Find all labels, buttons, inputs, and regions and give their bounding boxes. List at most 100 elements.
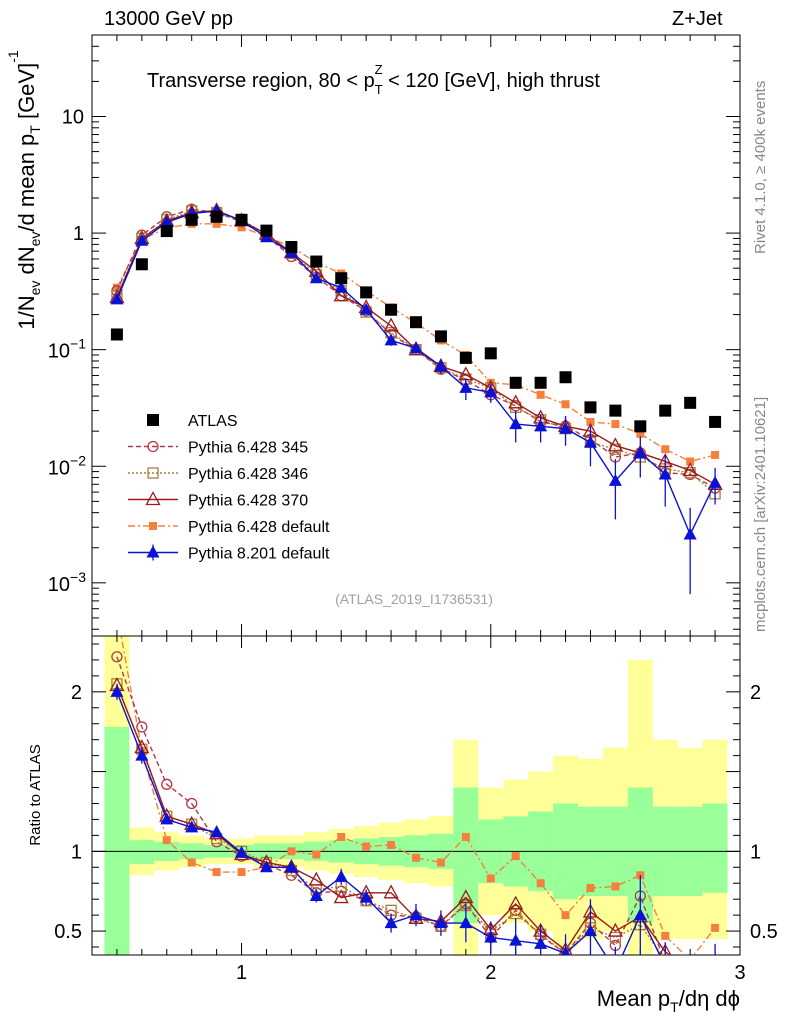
legend-label-p8: Pythia 8.201 default — [188, 546, 330, 563]
point-p8 — [658, 467, 672, 480]
point-p8 — [384, 333, 398, 346]
ratio-point-pdef6 — [561, 911, 570, 920]
ratio-y-tick-label-right: 1 — [750, 841, 761, 863]
ratio-point-pdef6 — [611, 882, 620, 891]
legend-marker-atlas — [147, 414, 159, 426]
ratio-point-p370 — [383, 884, 399, 899]
point-atlas — [684, 396, 697, 409]
series-atlas — [110, 210, 722, 433]
ratio-point-p8 — [110, 684, 124, 697]
legend-marker-p370 — [145, 491, 161, 506]
point-p8 — [434, 359, 448, 372]
point-pdef6 — [561, 400, 570, 409]
collision-label: 13000 GeV pp — [104, 8, 233, 30]
legend-marker-p346 — [147, 467, 159, 479]
mcplots-label: mcplots.cern.ch [arXiv:2401.10621] — [752, 396, 769, 632]
ratio-point-p8 — [210, 825, 224, 838]
main-series-group — [109, 202, 723, 595]
ratio-point-p346 — [685, 966, 695, 976]
ratio-point-pdef6 — [661, 931, 670, 940]
main-y-axis-label: 1/Nev dNev/d mean pT [GeV]-1 — [5, 50, 43, 330]
point-atlas — [335, 272, 348, 285]
ratio-point-p345 — [685, 966, 695, 976]
point-atlas — [709, 415, 722, 428]
ratio-point-p345 — [710, 963, 720, 973]
process-label: Z+Jet — [672, 8, 723, 30]
point-pdef6 — [636, 429, 645, 438]
ratio-point-p8 — [434, 916, 448, 929]
main-title: Transverse region, 80 < pTZ < 120 [GeV],… — [147, 62, 600, 97]
legend-marker-p345 — [147, 440, 159, 453]
point-pdef6 — [112, 283, 121, 292]
point-pdef6 — [661, 445, 670, 454]
ratio-point-p8 — [560, 946, 571, 955]
ratio-point-p345 — [660, 958, 670, 968]
point-p8 — [110, 292, 124, 305]
point-p370 — [607, 437, 623, 452]
x-axis-label: Mean pT/dη dϕ — [597, 986, 740, 1015]
ratio-point-p8 — [509, 933, 523, 946]
ratio-point-p8 — [409, 908, 423, 921]
ratio-y-tick-label: 1 — [71, 841, 82, 863]
point-atlas — [634, 420, 647, 433]
point-atlas — [659, 404, 672, 417]
point-atlas — [434, 330, 447, 343]
ratio-point-p8 — [185, 820, 199, 833]
ratio-point-p370 — [709, 958, 722, 970]
ratio-point-p8 — [534, 936, 548, 949]
ratio-point-p8 — [633, 908, 647, 921]
ratio-point-p345 — [161, 778, 173, 790]
legend-label-pdef6: Pythia 6.428 default — [188, 519, 330, 536]
ratio-point-p8 — [384, 916, 398, 929]
point-atlas — [410, 316, 422, 329]
ratio-point-p8 — [359, 890, 373, 903]
ratio-series-pdef6 — [120, 636, 720, 964]
point-p8 — [484, 385, 498, 398]
point-p8 — [509, 417, 523, 430]
point-p8 — [334, 280, 348, 293]
point-atlas — [135, 258, 148, 271]
legend-marker-p8 — [146, 545, 160, 558]
point-atlas — [110, 328, 123, 341]
point-p370 — [508, 394, 524, 409]
ratio-point-p345 — [111, 651, 123, 663]
x-tick-label: 1 — [236, 962, 247, 984]
legend-label-atlas: ATLAS — [188, 413, 238, 430]
ratio-point-p8 — [284, 860, 298, 873]
ratio-point-p345 — [136, 721, 148, 733]
ratio-point-pdef6 — [511, 852, 520, 861]
ratio-point-p370 — [308, 871, 324, 886]
x-tick-label: 3 — [734, 962, 745, 984]
ratio-point-pdef6 — [686, 956, 694, 964]
ratio-point-pdef6 — [486, 874, 495, 883]
ratio-point-p370 — [558, 941, 573, 955]
point-atlas — [260, 224, 273, 237]
point-atlas — [459, 351, 472, 364]
point-atlas — [484, 347, 497, 360]
ratio-point-p8 — [583, 924, 597, 937]
ratio-point-p370 — [607, 922, 623, 937]
ratio-point-pdef6 — [461, 832, 470, 841]
point-pdef6 — [611, 420, 620, 429]
ratio-point-p8 — [135, 748, 149, 761]
point-p370 — [383, 317, 399, 332]
point-atlas — [310, 255, 323, 268]
ratio-point-p8 — [709, 956, 722, 968]
y-tick-label: 10−1 — [48, 336, 86, 363]
ratio-point-p346 — [609, 931, 622, 944]
ratio-point-pdef6 — [212, 868, 221, 877]
ratio-point-p8 — [334, 869, 348, 882]
ratio-point-pdef6 — [312, 850, 321, 859]
point-atlas — [360, 286, 373, 299]
ratio-point-p8 — [309, 888, 323, 901]
ratio-point-pdef6 — [187, 858, 196, 867]
ratio-point-pdef6 — [362, 842, 371, 851]
ratio-y-tick-label-right: 2 — [750, 682, 761, 704]
point-p8 — [135, 233, 149, 246]
point-p8 — [534, 419, 548, 432]
ratio-point-p346 — [710, 968, 720, 978]
point-p8 — [309, 271, 323, 284]
point-p8 — [683, 527, 697, 540]
ratio-point-p8 — [484, 930, 498, 943]
point-pdef6 — [212, 219, 221, 228]
